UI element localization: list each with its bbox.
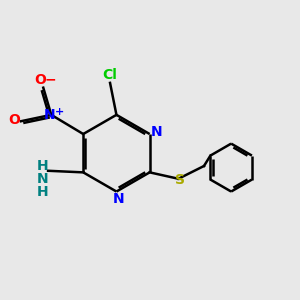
Text: N: N (113, 192, 125, 206)
Text: H: H (37, 184, 48, 199)
Text: +: + (55, 106, 64, 117)
Text: O: O (34, 73, 46, 87)
Text: N: N (37, 172, 48, 186)
Text: N: N (151, 125, 163, 140)
Text: O: O (8, 112, 20, 127)
Text: Cl: Cl (103, 68, 118, 82)
Text: S: S (175, 173, 185, 188)
Text: −: − (44, 73, 56, 87)
Text: N: N (44, 108, 56, 122)
Text: H: H (37, 159, 48, 173)
